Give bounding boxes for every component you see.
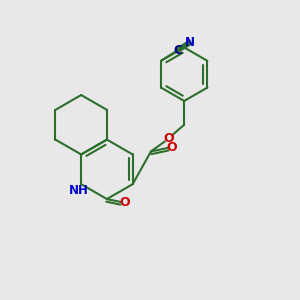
Text: O: O [167,141,177,154]
Text: C: C [173,44,182,57]
Text: O: O [164,132,174,145]
Text: N: N [185,36,195,49]
Text: O: O [119,196,130,208]
Text: NH: NH [69,184,89,197]
